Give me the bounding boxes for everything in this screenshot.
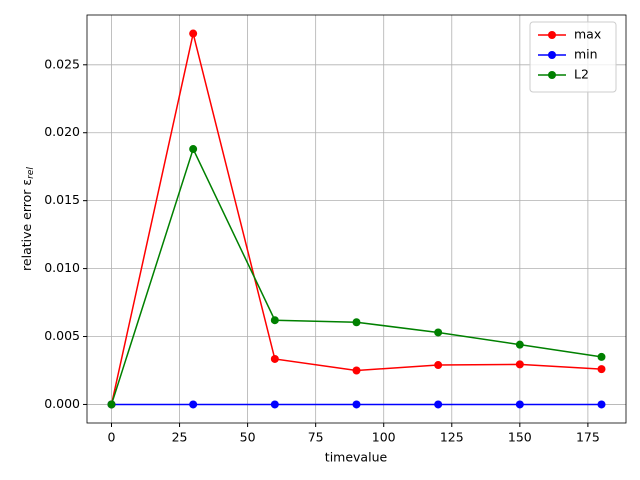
point <box>352 366 361 375</box>
point <box>597 400 606 409</box>
point <box>107 400 116 409</box>
point <box>189 145 198 154</box>
legend-marker <box>548 51 556 59</box>
series-line <box>110 146 602 405</box>
legend-marker <box>548 31 556 39</box>
x-tick-label: 0 <box>108 430 116 445</box>
point <box>515 360 524 369</box>
x-tick-label: 75 <box>308 430 324 445</box>
point <box>597 352 606 361</box>
legend-label: min <box>574 47 598 62</box>
y-tick-label: 0.010 <box>44 260 80 275</box>
point <box>515 340 524 349</box>
plot-frame <box>86 14 627 424</box>
point <box>434 328 443 337</box>
point <box>189 400 198 409</box>
y-tick-label: 0.020 <box>44 124 80 139</box>
y-label-sub: rel <box>26 167 36 179</box>
series-line <box>110 33 602 405</box>
x-tick-label: 125 <box>440 430 464 445</box>
x-tick-label: 25 <box>172 430 188 445</box>
x-tick-label: 100 <box>372 430 396 445</box>
x-axis-label: timevalue <box>325 450 388 465</box>
legend-label: L2 <box>574 67 589 82</box>
point <box>189 29 198 38</box>
point <box>434 361 443 370</box>
legend-box <box>529 21 617 93</box>
y-tick-label: 0.000 <box>44 396 80 411</box>
point <box>270 316 279 325</box>
x-tick-label: 50 <box>240 430 256 445</box>
x-tick-label: 150 <box>508 430 532 445</box>
y-tick-label: 0.025 <box>44 56 80 71</box>
y-tick-label: 0.015 <box>44 192 80 207</box>
point <box>515 400 524 409</box>
legend-marker <box>548 71 556 79</box>
x-tick-label: 175 <box>576 430 600 445</box>
point <box>270 354 279 363</box>
point <box>352 318 361 327</box>
y-tick-label: 0.005 <box>44 328 80 343</box>
point <box>270 400 279 409</box>
y-label-main: relative error ε <box>19 179 34 271</box>
point <box>597 365 606 374</box>
point <box>352 400 361 409</box>
point <box>434 400 443 409</box>
legend-label: max <box>574 27 601 42</box>
y-axis-label: relative error εrel <box>19 167 36 271</box>
